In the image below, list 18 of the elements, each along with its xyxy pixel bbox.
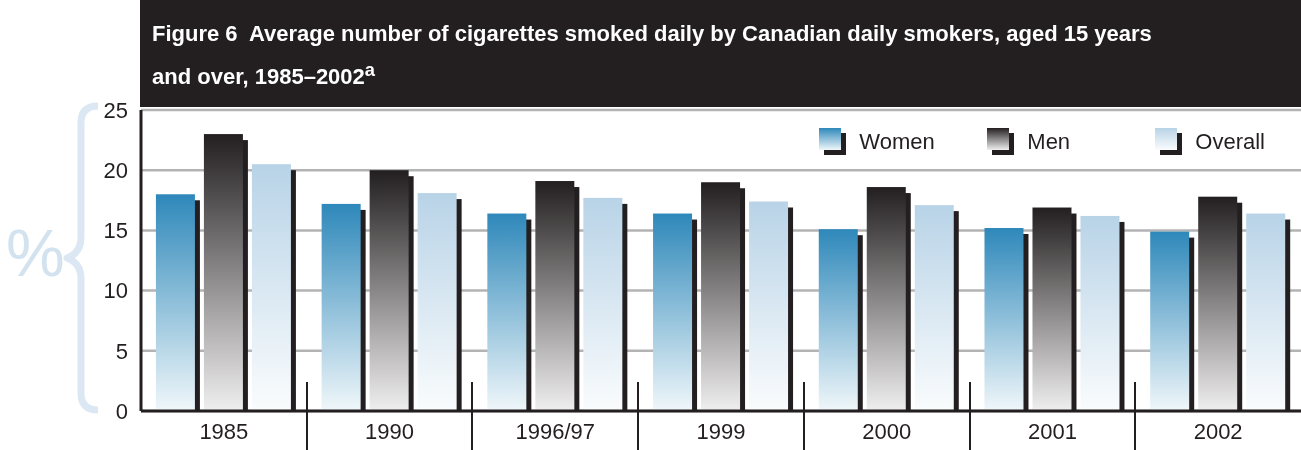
x-tick-label: 1996/97 xyxy=(515,418,596,444)
y-tick-label: 20 xyxy=(103,158,128,184)
y-tick-label: 0 xyxy=(115,398,128,424)
x-tick-label: 2001 xyxy=(1027,418,1077,444)
y-tick-label: 5 xyxy=(115,338,128,364)
legend-label: Men xyxy=(1027,129,1071,155)
legend-label: Overall xyxy=(1195,129,1265,155)
legend-label: Women xyxy=(859,129,935,155)
y-tick-label: 25 xyxy=(103,97,128,123)
y-axis-title: % xyxy=(6,216,65,290)
x-tick-label: 1990 xyxy=(365,418,415,444)
chart-title: Figure 6 Average number of cigarettes smoked daily by Canadian daily smokers, aged 15 years and over, 1985–2002$^{a}$ xyxy=(152,20,1153,92)
y-tick-label: 15 xyxy=(103,218,128,244)
x-tick-label: 2002 xyxy=(1193,418,1243,444)
x-tick-label: 2000 xyxy=(862,418,912,444)
x-tick-label: 1999 xyxy=(696,418,746,444)
x-tick-label: 1985 xyxy=(199,418,249,444)
y-tick-label: 10 xyxy=(103,278,128,304)
